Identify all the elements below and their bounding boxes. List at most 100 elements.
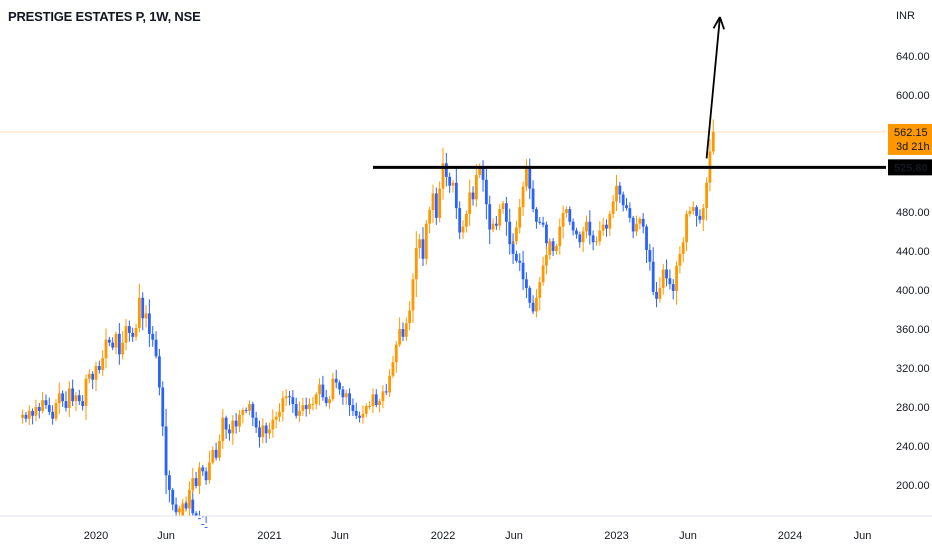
candle-body bbox=[121, 342, 125, 355]
candle-body bbox=[164, 426, 168, 476]
candle bbox=[408, 300, 412, 331]
candle-body bbox=[224, 417, 228, 430]
candle-body bbox=[274, 416, 278, 420]
candle bbox=[511, 233, 515, 264]
candle-body bbox=[194, 513, 198, 516]
candle-body bbox=[34, 407, 38, 416]
y-tick-label: 600.00 bbox=[896, 90, 930, 102]
resistance-label-value: 525.80 bbox=[894, 162, 928, 174]
candle-body bbox=[194, 478, 198, 486]
candle-body bbox=[141, 297, 145, 319]
candle bbox=[488, 195, 492, 245]
candle bbox=[234, 413, 238, 434]
candle-body bbox=[84, 378, 88, 407]
candle-body bbox=[414, 248, 418, 280]
candle-body bbox=[468, 192, 472, 214]
candle-body bbox=[598, 230, 602, 242]
candle-body bbox=[555, 246, 558, 251]
candle bbox=[631, 215, 635, 239]
candle bbox=[164, 408, 168, 495]
candle-body bbox=[251, 404, 255, 418]
last-price-label: 562.15 3d 21h bbox=[888, 123, 932, 155]
candle bbox=[254, 411, 258, 433]
candle bbox=[37, 402, 41, 419]
arrow-head bbox=[712, 16, 721, 29]
candle-body bbox=[541, 265, 545, 283]
candle-body bbox=[24, 414, 28, 419]
candle-body bbox=[498, 209, 502, 226]
candle bbox=[628, 202, 632, 223]
candle bbox=[521, 250, 525, 290]
candle bbox=[21, 409, 24, 424]
candle-body bbox=[521, 262, 525, 280]
candle bbox=[321, 375, 325, 401]
candle-body bbox=[651, 261, 655, 292]
candle-body bbox=[538, 221, 542, 223]
candle-body bbox=[491, 223, 495, 230]
candle-body bbox=[551, 241, 555, 251]
candle bbox=[281, 390, 285, 422]
candle-body bbox=[294, 404, 298, 416]
candle-body bbox=[308, 404, 311, 409]
candle bbox=[318, 378, 321, 406]
candle bbox=[525, 159, 528, 192]
candle bbox=[144, 304, 148, 328]
candle bbox=[461, 220, 465, 239]
candle-body bbox=[424, 223, 428, 259]
candle bbox=[178, 505, 181, 516]
candle bbox=[324, 389, 328, 407]
candle bbox=[84, 374, 88, 420]
candle bbox=[77, 389, 81, 405]
candle bbox=[107, 336, 111, 347]
x-tick-label: Jun bbox=[505, 530, 523, 542]
candle bbox=[194, 511, 198, 516]
candle-body bbox=[578, 234, 582, 243]
candle bbox=[575, 227, 578, 239]
candle-body bbox=[434, 193, 438, 218]
candle-body bbox=[618, 185, 622, 195]
candle-body bbox=[271, 419, 275, 430]
candle-body bbox=[241, 409, 245, 415]
candle-body bbox=[181, 503, 185, 516]
candle-body bbox=[605, 224, 608, 229]
candle-body bbox=[545, 254, 548, 266]
x-axis: 2020 Jun 2021 Jun 2022 Jun 2023 Jun 2024 Jun bbox=[0, 515, 932, 542]
candle bbox=[494, 215, 498, 230]
candle-body bbox=[134, 328, 138, 337]
candle bbox=[374, 389, 378, 408]
candle bbox=[44, 394, 48, 409]
candle bbox=[428, 206, 432, 234]
candle-body bbox=[638, 218, 642, 224]
candle-body bbox=[204, 526, 208, 528]
arrow-shaft bbox=[705, 16, 721, 159]
candle-body bbox=[658, 288, 662, 299]
candle-body bbox=[231, 420, 235, 434]
candle bbox=[231, 415, 235, 445]
candle-body bbox=[675, 265, 678, 291]
candle bbox=[434, 187, 438, 225]
candle-body bbox=[661, 269, 665, 289]
candle bbox=[474, 164, 478, 207]
y-tick-label: 640.00 bbox=[896, 51, 930, 63]
candle-body bbox=[611, 201, 615, 214]
candle-body bbox=[124, 326, 128, 343]
candle bbox=[371, 388, 375, 414]
candle bbox=[41, 391, 45, 414]
candle-body bbox=[431, 193, 435, 211]
candle-body bbox=[228, 429, 231, 434]
candle-body bbox=[681, 242, 685, 254]
candle bbox=[538, 276, 542, 311]
candle-body bbox=[535, 209, 538, 222]
candle-body bbox=[568, 209, 572, 222]
candle-body bbox=[411, 279, 415, 311]
candle bbox=[181, 498, 185, 516]
candle bbox=[424, 220, 428, 265]
candle-body bbox=[331, 378, 335, 400]
candle bbox=[441, 147, 445, 200]
candle bbox=[81, 395, 85, 411]
x-tick-label: Jun bbox=[854, 530, 872, 542]
candle bbox=[311, 396, 315, 411]
candle-body bbox=[198, 467, 201, 486]
candle bbox=[448, 172, 452, 193]
